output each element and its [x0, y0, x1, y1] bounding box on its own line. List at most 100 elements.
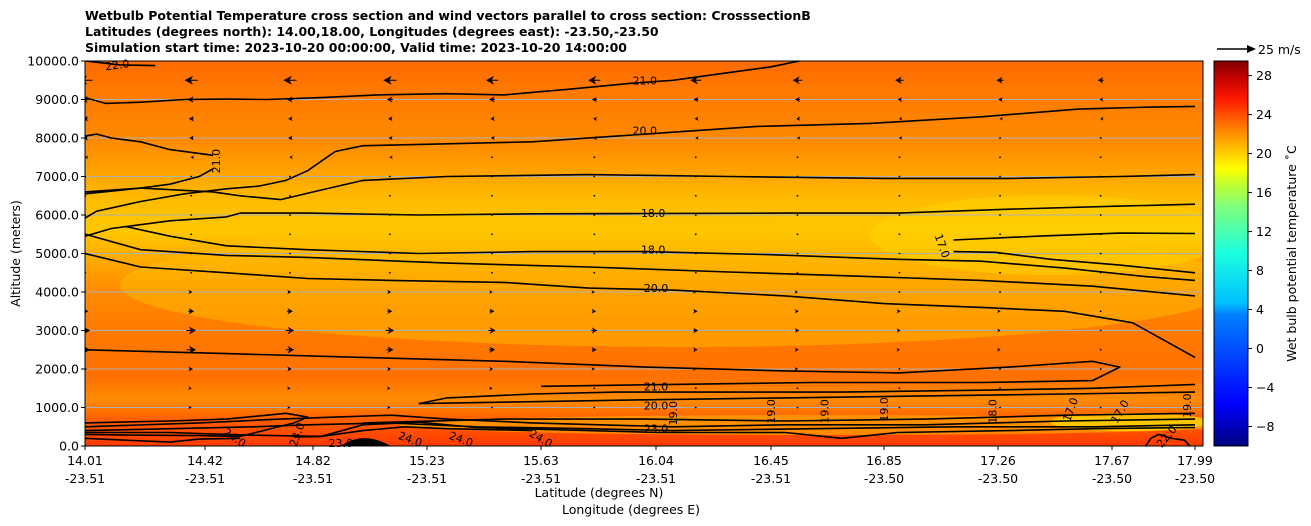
contour-line-23 [294, 426, 533, 438]
wind-vector [190, 271, 193, 274]
wind-vector-arrowhead-icon [690, 75, 698, 85]
colorbar-gradient [1213, 60, 1249, 447]
wind-vector [593, 271, 596, 274]
y-tick-label: 4000.0 [35, 285, 79, 300]
wind-vector-arrowhead-icon [387, 366, 392, 372]
wind-vector-arrowhead-icon [895, 76, 902, 84]
x-tick-label-longitude: -23.50 [978, 471, 1018, 486]
x-tick-label-longitude: -23.51 [521, 471, 561, 486]
contour-line-22-5 [85, 414, 1196, 428]
wind-vector [190, 233, 193, 236]
colorbar-tick-label: 0 [1256, 341, 1264, 356]
wind-vector-arrowhead-icon [490, 116, 495, 122]
wind-vector [999, 233, 1001, 236]
wind-vector [1099, 387, 1102, 390]
contour-line-24 [85, 437, 241, 443]
y-tick-label: 5000.0 [35, 246, 79, 261]
wind-vector [796, 387, 799, 390]
wind-vector [898, 233, 901, 236]
x-tick-label-longitude: -23.51 [65, 471, 105, 486]
contour-line-20 [85, 133, 214, 157]
wind-vector-arrowhead-icon [85, 96, 88, 103]
wind-vector [491, 406, 493, 409]
wind-vector-arrowhead-icon [694, 116, 699, 121]
wind-vector-arrowhead-icon [287, 386, 291, 391]
wind-vector-arrowhead-icon [85, 327, 91, 334]
x-tick-label-latitude: 17.26 [980, 453, 1016, 468]
contour-line-20 [418, 383, 1196, 405]
wind-vector [491, 233, 493, 236]
colorbar-tick-label: 24 [1256, 107, 1272, 122]
wind-vector-arrowhead-icon [85, 135, 88, 141]
contour-label: 19.0 [765, 399, 778, 424]
wind-vector [796, 233, 799, 236]
wind-vector-arrowhead-icon [283, 75, 292, 85]
contour-label: 20.0 [644, 400, 669, 413]
wind-vector-arrowhead-icon [184, 75, 194, 85]
contour-label: 19.0 [1181, 393, 1194, 418]
wind-vector [491, 175, 493, 178]
wind-vector [388, 194, 391, 197]
wind-vector [694, 252, 697, 255]
wind-vector [1099, 156, 1102, 159]
wind-vector-arrowhead-icon [85, 367, 88, 371]
y-axis-label: Altitude (meters) [8, 200, 23, 307]
wind-vector [898, 406, 901, 409]
contour-label: 21.0 [210, 149, 223, 174]
contour-line-17 [953, 232, 1196, 241]
wind-vector [190, 252, 193, 255]
wind-vector-arrowhead-icon [695, 136, 699, 140]
wind-vector-arrowhead-icon [1099, 97, 1104, 102]
wind-vector-arrowhead-icon [693, 327, 699, 334]
wind-vector [491, 252, 493, 255]
chart-title-line-1: Wetbulb Potential Temperature cross sect… [85, 8, 811, 23]
wind-vector-arrowhead-icon [187, 96, 194, 103]
contour-line-23 [85, 412, 309, 438]
wind-vector [694, 406, 697, 409]
wind-vector-arrowhead-icon [794, 328, 800, 333]
x-tick-label-longitude: -23.50 [1092, 471, 1132, 486]
wind-vector-arrowhead-icon [692, 367, 697, 371]
wind-vector [289, 175, 291, 178]
x-tick-label-latitude: 14.82 [295, 453, 331, 468]
wind-vector-arrowhead-icon [796, 116, 801, 121]
contour-line-23 [85, 422, 1196, 432]
wind-vector [388, 214, 391, 216]
wind-vector [999, 291, 1001, 293]
x-tick-label-latitude: 14.01 [67, 453, 103, 468]
x-axis: 14.01 -23.51 14.42 -23.51 14.82 -23.51 15.23 -2… [65, 446, 1215, 486]
contour-line-20 [85, 105, 1196, 219]
contour-line-19 [85, 173, 1196, 201]
wind-vector-arrowhead-icon [287, 346, 295, 354]
wind-vector-arrowhead-icon [996, 76, 1003, 84]
x-tick-label-latitude: 16.45 [753, 453, 789, 468]
wind-vector [593, 406, 596, 409]
x-tick-label-latitude: 16.04 [638, 453, 674, 468]
y-axis: 0.0 1000.0 2000.0 3000.0 4000.0 5000.0 6000.0 7… [27, 54, 85, 454]
wind-vector-arrowhead-icon [489, 366, 494, 372]
wind-vector-arrowhead-icon [387, 289, 392, 295]
wind-vector-arrowhead-icon [388, 116, 393, 122]
wind-vector [898, 271, 901, 274]
contour-label: 18.0 [986, 399, 999, 424]
wind-vector-arrowhead-icon [588, 75, 597, 85]
wind-vector-arrowhead-icon [188, 289, 193, 295]
wind-vector-arrowhead-icon [897, 97, 903, 102]
x-tick-label-latitude: 16.85 [866, 453, 902, 468]
wind-vector-arrowhead-icon [289, 155, 293, 160]
x-tick-label-longitude: -23.50 [864, 471, 904, 486]
colorbar-tick-label: 4 [1256, 302, 1264, 317]
contour-label: 18.0 [641, 244, 666, 257]
colorbar-tick-label: 16 [1256, 185, 1272, 200]
y-tick-label: 8000.0 [35, 131, 79, 146]
colorbar-label: Wet bulb potential temperature ˚C [1284, 145, 1299, 362]
wind-vector-arrowhead-icon [85, 155, 89, 160]
wind-vector-arrowhead-icon [288, 135, 293, 141]
wind-vector [999, 156, 1001, 159]
x-axis-label-latitude: Latitude (degrees N) [535, 485, 664, 500]
wind-vector-arrowhead-icon [489, 308, 495, 315]
terrain [340, 438, 391, 446]
wind-vector [289, 252, 291, 255]
wind-vector [999, 175, 1001, 178]
wind-vector [1099, 329, 1102, 332]
